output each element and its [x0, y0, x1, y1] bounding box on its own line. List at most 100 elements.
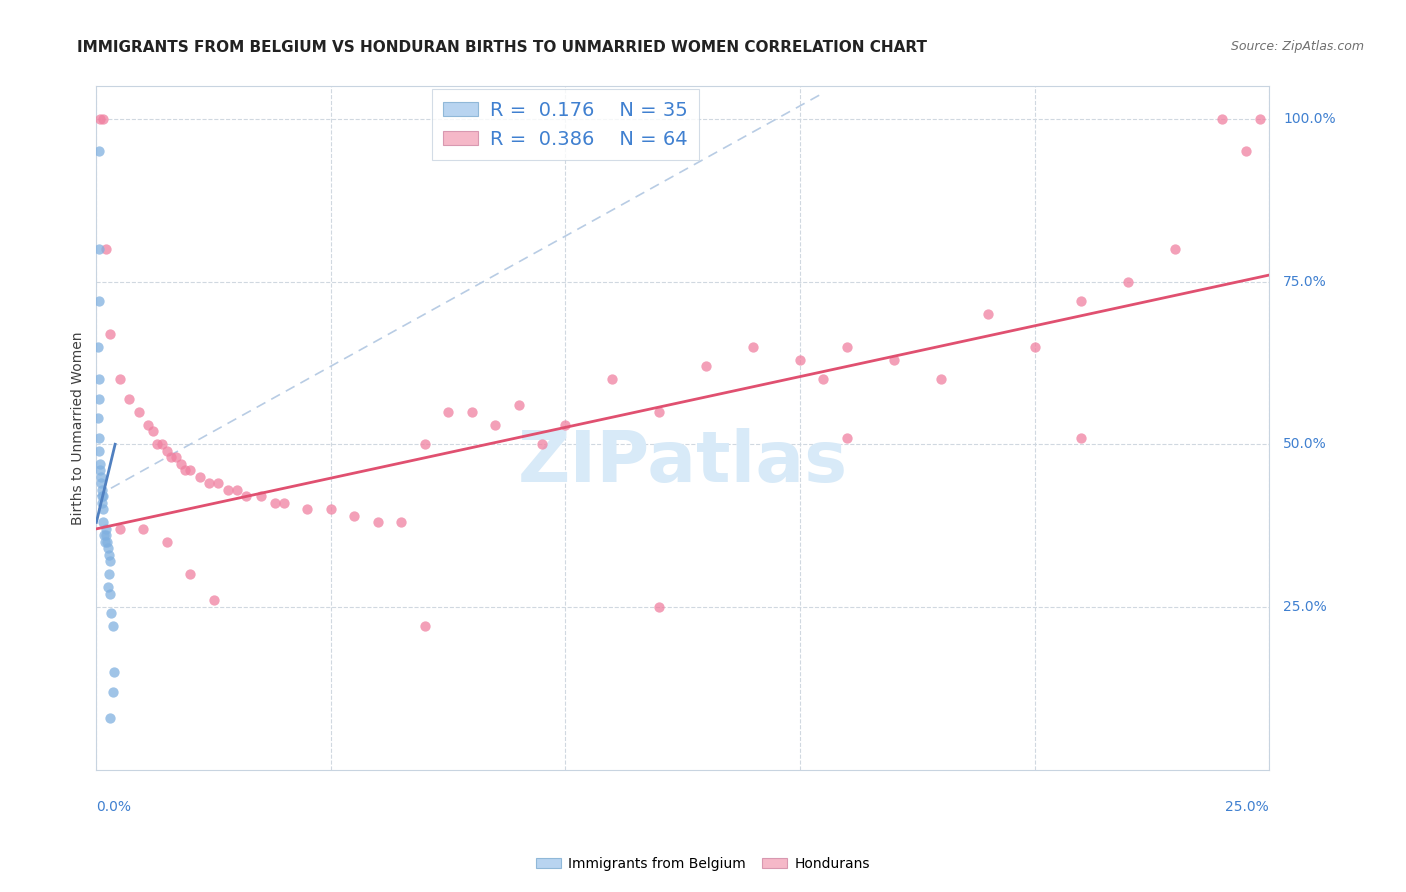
Point — [602, 372, 624, 386]
Point — [648, 405, 671, 419]
Point — [108, 522, 131, 536]
Point — [89, 112, 111, 126]
Point — [118, 392, 141, 406]
Point — [100, 326, 122, 341]
Point — [142, 424, 165, 438]
Point — [87, 372, 110, 386]
Point — [202, 593, 225, 607]
Point — [93, 528, 115, 542]
Point — [94, 528, 117, 542]
Point — [165, 450, 187, 465]
Text: IMMIGRANTS FROM BELGIUM VS HONDURAN BIRTHS TO UNMARRIED WOMEN CORRELATION CHART: IMMIGRANTS FROM BELGIUM VS HONDURAN BIRT… — [77, 40, 928, 55]
Point — [198, 476, 221, 491]
Point — [94, 242, 117, 256]
Point — [174, 463, 197, 477]
Y-axis label: Births to Unmarried Women: Births to Unmarried Women — [72, 331, 86, 524]
Point — [98, 548, 121, 562]
Text: ZIPatlas: ZIPatlas — [517, 427, 848, 497]
Point — [319, 502, 342, 516]
Point — [146, 437, 169, 451]
Point — [179, 463, 201, 477]
Point — [695, 359, 717, 374]
Point — [554, 417, 576, 432]
Text: 0.0%: 0.0% — [97, 800, 131, 814]
Point — [789, 352, 811, 367]
Point — [297, 502, 319, 516]
Point — [103, 665, 125, 679]
Point — [156, 534, 179, 549]
Point — [100, 554, 122, 568]
Text: 50.0%: 50.0% — [1284, 437, 1327, 451]
Point — [101, 684, 124, 698]
Point — [94, 534, 117, 549]
Point — [217, 483, 239, 497]
Point — [1249, 112, 1271, 126]
Point — [128, 405, 150, 419]
Point — [413, 437, 436, 451]
Text: 25.0%: 25.0% — [1284, 600, 1327, 614]
Point — [90, 476, 112, 491]
Point — [263, 496, 285, 510]
Point — [87, 431, 110, 445]
Point — [413, 619, 436, 633]
Point — [1234, 145, 1257, 159]
Point — [87, 411, 110, 425]
Point — [929, 372, 952, 386]
Point — [100, 710, 122, 724]
Point — [89, 242, 111, 256]
Point — [101, 619, 124, 633]
Point — [97, 541, 120, 556]
Point — [94, 522, 117, 536]
Point — [90, 470, 112, 484]
Point — [460, 405, 482, 419]
Point — [437, 405, 460, 419]
Point — [89, 457, 111, 471]
Point — [249, 489, 271, 503]
Point — [156, 443, 179, 458]
Point — [226, 483, 249, 497]
Point — [179, 567, 201, 582]
Point — [813, 372, 835, 386]
Point — [160, 450, 183, 465]
Point — [89, 463, 111, 477]
Point — [108, 372, 131, 386]
Point — [89, 443, 111, 458]
Point — [367, 516, 389, 530]
Text: Source: ZipAtlas.com: Source: ZipAtlas.com — [1230, 40, 1364, 54]
Legend: Immigrants from Belgium, Hondurans: Immigrants from Belgium, Hondurans — [530, 851, 876, 876]
Point — [207, 476, 229, 491]
Point — [235, 489, 257, 503]
Point — [98, 567, 121, 582]
Point — [96, 534, 118, 549]
Point — [648, 599, 671, 614]
Point — [835, 340, 858, 354]
Point — [93, 516, 115, 530]
Legend: R =  0.176    N = 35, R =  0.386    N = 64: R = 0.176 N = 35, R = 0.386 N = 64 — [432, 89, 699, 161]
Point — [508, 398, 530, 412]
Point — [91, 489, 114, 503]
Text: 100.0%: 100.0% — [1284, 112, 1336, 126]
Point — [87, 145, 110, 159]
Point — [87, 294, 110, 309]
Point — [93, 489, 115, 503]
Text: 25.0%: 25.0% — [1225, 800, 1270, 814]
Point — [170, 457, 193, 471]
Point — [132, 522, 155, 536]
Point — [100, 587, 122, 601]
Point — [150, 437, 173, 451]
Point — [188, 470, 211, 484]
Point — [1070, 294, 1092, 309]
Point — [1118, 275, 1140, 289]
Point — [1070, 431, 1092, 445]
Point — [343, 508, 366, 523]
Point — [87, 340, 110, 354]
Point — [484, 417, 506, 432]
Point — [742, 340, 765, 354]
Point — [91, 496, 114, 510]
Point — [389, 516, 412, 530]
Point — [273, 496, 295, 510]
Point — [976, 307, 998, 321]
Point — [1164, 242, 1187, 256]
Point — [883, 352, 905, 367]
Point — [1024, 340, 1046, 354]
